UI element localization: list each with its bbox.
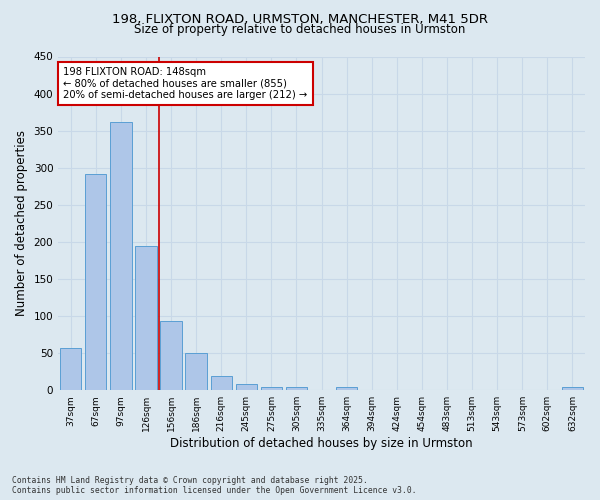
Y-axis label: Number of detached properties: Number of detached properties (15, 130, 28, 316)
Bar (185, 353, 207, 390)
Bar (110, 122, 131, 390)
Text: 198, FLIXTON ROAD, URMSTON, MANCHESTER, M41 5DR: 198, FLIXTON ROAD, URMSTON, MANCHESTER, … (112, 12, 488, 26)
Bar (261, 387, 282, 390)
Bar (336, 387, 358, 390)
Bar (562, 387, 583, 390)
Text: Size of property relative to detached houses in Urmston: Size of property relative to detached ho… (134, 22, 466, 36)
Bar (236, 384, 257, 390)
X-axis label: Distribution of detached houses by size in Urmston: Distribution of detached houses by size … (170, 437, 473, 450)
Text: 198 FLIXTON ROAD: 148sqm
← 80% of detached houses are smaller (855)
20% of semi-: 198 FLIXTON ROAD: 148sqm ← 80% of detach… (64, 66, 308, 100)
Text: Contains HM Land Registry data © Crown copyright and database right 2025.
Contai: Contains HM Land Registry data © Crown c… (12, 476, 416, 495)
Bar (85, 174, 106, 390)
Bar (60, 348, 82, 390)
Bar (160, 321, 182, 390)
Bar (211, 376, 232, 390)
Bar (286, 386, 307, 390)
Bar (136, 246, 157, 390)
